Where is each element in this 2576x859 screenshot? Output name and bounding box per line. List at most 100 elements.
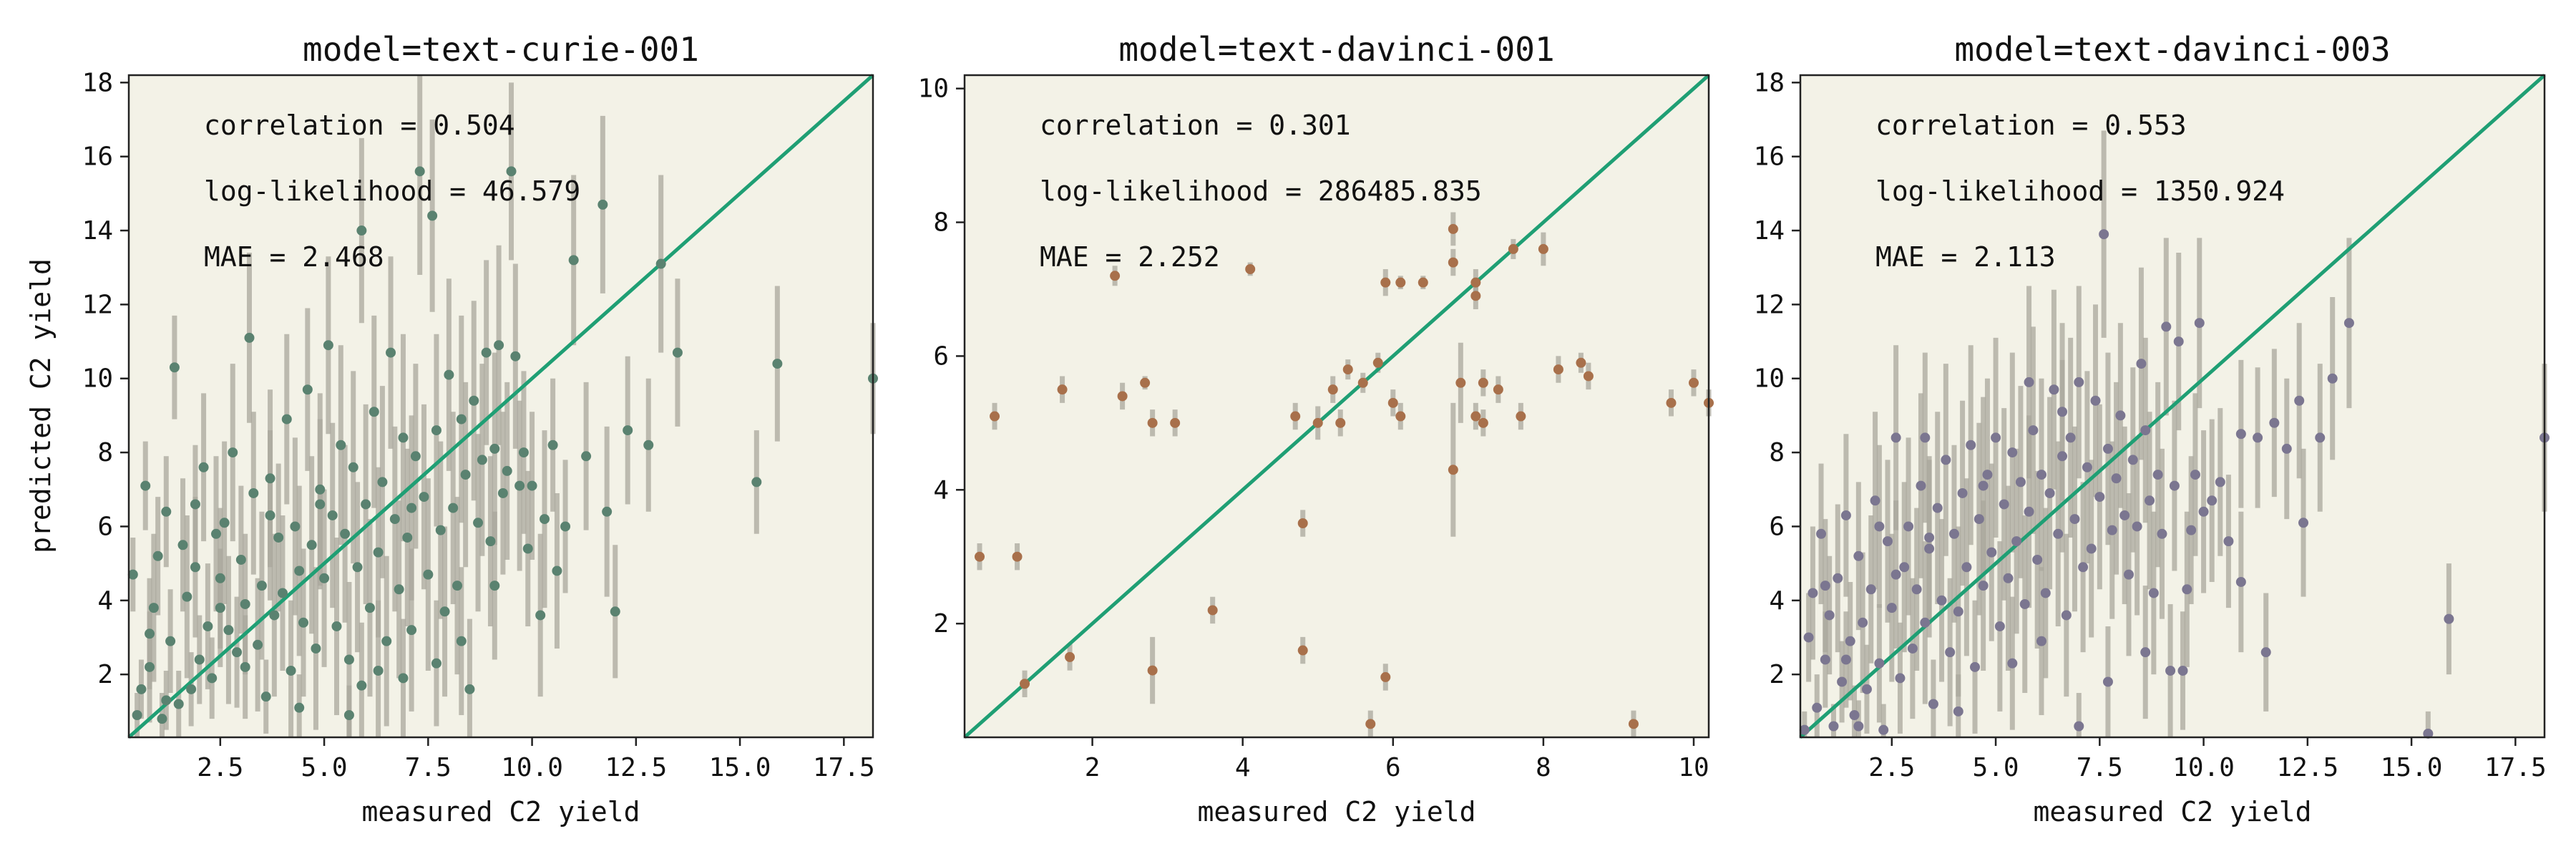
data-point-74 xyxy=(2107,525,2117,535)
data-point-30 xyxy=(253,639,263,650)
data-point-40 xyxy=(294,566,305,576)
data-point-104 xyxy=(2315,432,2326,443)
data-point-81 xyxy=(464,684,475,694)
data-point-16 xyxy=(194,654,205,665)
data-point-53 xyxy=(348,462,358,472)
plot-frame xyxy=(127,74,874,739)
x-tick-label-5: 15.0 xyxy=(709,753,771,782)
correlation-annotation: correlation = 0.504 xyxy=(204,110,515,141)
data-point-3 xyxy=(140,480,151,491)
data-point-57 xyxy=(364,603,375,613)
data-point-52 xyxy=(343,654,354,665)
data-point-92 xyxy=(510,351,521,361)
y-tick-label-2: 6 xyxy=(97,512,113,541)
data-point-87 xyxy=(2161,321,2172,332)
data-point-122 xyxy=(315,499,326,510)
data-point-78 xyxy=(2123,569,2134,580)
data-point-72 xyxy=(427,210,438,221)
data-point-129 xyxy=(1840,654,1851,665)
data-point-102 xyxy=(581,451,592,462)
x-tick-label-4: 10 xyxy=(1678,753,1709,782)
data-point-61 xyxy=(381,636,392,646)
data-point-62 xyxy=(2057,451,2068,462)
data-point-7 xyxy=(1828,721,1839,732)
data-point-5 xyxy=(148,603,159,613)
data-point-110 xyxy=(1820,581,1830,591)
y-tick-label-6: 14 xyxy=(1754,216,1785,246)
data-point-65 xyxy=(2069,514,2080,525)
data-point-4 xyxy=(145,661,155,672)
data-point-6 xyxy=(1110,271,1121,281)
data-point-0 xyxy=(975,551,985,562)
data-point-79 xyxy=(2127,455,2138,465)
data-point-93 xyxy=(2190,470,2200,480)
data-point-126 xyxy=(456,636,467,646)
panel-2: 2 4 6 8 10 2 4 6 8 10 correlation = 0.301 log-li… xyxy=(918,30,1714,828)
y-tick-label-1: 4 xyxy=(1769,586,1785,616)
data-point-35 xyxy=(1945,647,1956,658)
data-point-103 xyxy=(597,199,608,210)
data-point-64 xyxy=(2065,432,2076,443)
data-point-88 xyxy=(2165,665,2176,676)
data-point-110 xyxy=(772,359,783,369)
data-point-50 xyxy=(336,440,346,450)
data-point-26 xyxy=(1907,643,1918,654)
data-point-123 xyxy=(2260,647,2271,658)
x-tick-label-6: 17.5 xyxy=(2484,753,2547,782)
x-axis-ticks: 2 4 6 8 10 xyxy=(1085,737,1709,782)
data-point-32 xyxy=(1932,503,1943,513)
y-tick-label-5: 12 xyxy=(82,290,113,319)
data-point-49 xyxy=(331,621,342,631)
data-point-56 xyxy=(2032,554,2043,565)
data-point-40 xyxy=(1966,440,1976,450)
data-point-121 xyxy=(265,510,275,520)
x-axis-ticks: 2.5 5.0 7.5 10.0 12.5 15.0 17.5 xyxy=(197,737,875,782)
data-point-22 xyxy=(1365,719,1376,729)
log-likelihood-annotation: log-likelihood = 286485.835 xyxy=(1040,175,1482,207)
data-point-85 xyxy=(2152,470,2163,480)
data-point-108 xyxy=(672,347,683,358)
data-point-80 xyxy=(460,470,471,480)
data-point-18 xyxy=(1327,384,1338,395)
data-point-20 xyxy=(1883,536,1893,547)
data-point-57 xyxy=(2036,470,2046,480)
x-tick-label-2: 7.5 xyxy=(405,753,452,782)
data-point-36 xyxy=(1948,528,1959,539)
data-point-111 xyxy=(1853,721,1864,732)
data-point-19 xyxy=(207,673,218,684)
data-point-3 xyxy=(1020,679,1030,689)
data-point-46 xyxy=(1628,719,1639,729)
data-point-12 xyxy=(1849,709,1860,720)
data-point-62 xyxy=(386,347,396,358)
data-point-70 xyxy=(2090,395,2101,406)
data-point-75 xyxy=(2111,473,2122,484)
data-point-54 xyxy=(2024,506,2034,517)
data-point-15 xyxy=(190,499,200,510)
data-point-51 xyxy=(2011,536,2022,547)
y-tick-label-1: 4 xyxy=(933,475,949,505)
data-point-117 xyxy=(398,673,409,684)
data-point-105 xyxy=(623,425,633,436)
panel-title: model=text-davinci-001 xyxy=(1118,30,1554,69)
data-point-105 xyxy=(2327,373,2338,384)
x-axis-ticks: 2.5 5.0 7.5 10.0 12.5 15.0 17.5 xyxy=(1868,737,2547,782)
data-point-128 xyxy=(552,566,562,576)
data-point-22 xyxy=(1890,432,1901,443)
panel-title: model=text-curie-001 xyxy=(303,30,699,69)
data-point-112 xyxy=(1890,569,1901,580)
data-point-33 xyxy=(265,473,275,484)
data-point-12 xyxy=(177,540,188,550)
data-point-98 xyxy=(2223,536,2234,547)
ideal-line xyxy=(127,74,874,739)
data-point-59 xyxy=(373,547,384,558)
data-point-8 xyxy=(1833,573,1843,583)
data-point-99 xyxy=(547,440,558,450)
x-tick-label-3: 10.0 xyxy=(501,753,563,782)
y-tick-label-0: 2 xyxy=(933,609,949,639)
data-point-27 xyxy=(240,598,250,609)
data-point-124 xyxy=(373,665,384,676)
data-point-43 xyxy=(1553,364,1563,375)
data-point-50 xyxy=(2007,447,2018,458)
data-point-83 xyxy=(2145,495,2155,506)
data-point-46 xyxy=(1991,432,2001,443)
